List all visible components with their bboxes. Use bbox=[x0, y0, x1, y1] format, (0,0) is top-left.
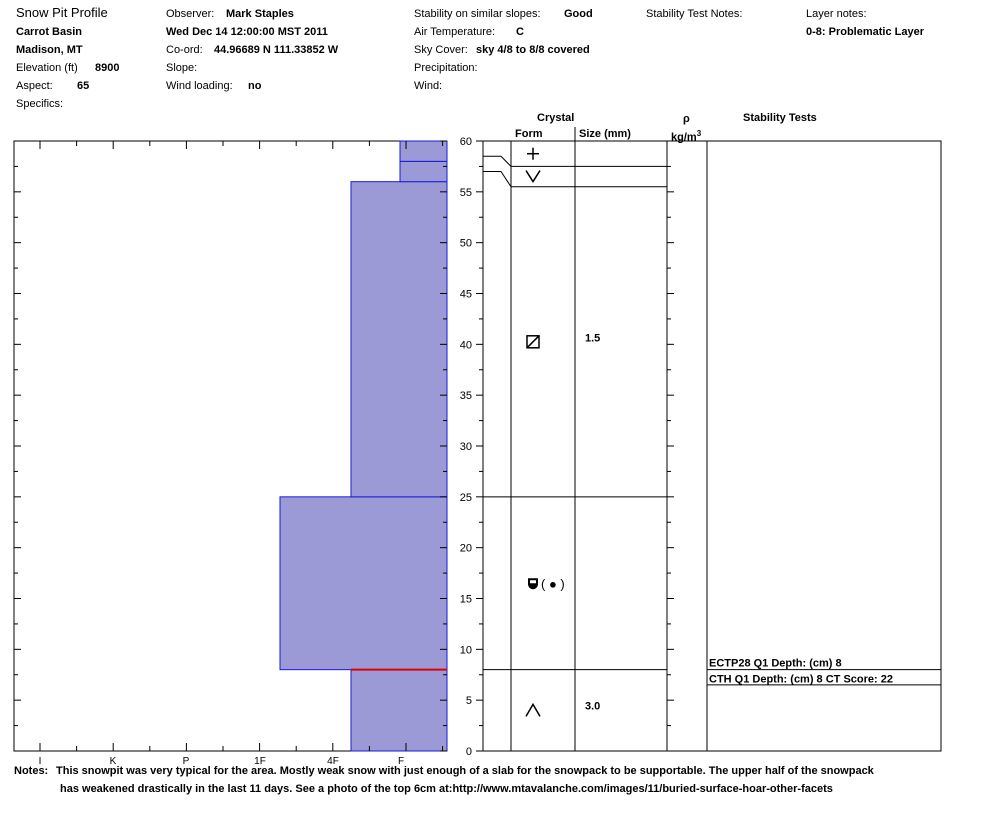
stability-test-notes-label: Stability Test Notes: bbox=[646, 8, 743, 20]
depth-hoar-symbol bbox=[525, 702, 541, 717]
stability-value: Good bbox=[564, 8, 593, 20]
depth-ticks: 0 5 10 15 20 25 30 35 40 45 50 55 60 bbox=[14, 136, 674, 758]
hardness-layers bbox=[279, 140, 448, 752]
surface-hoar-symbol bbox=[525, 170, 541, 183]
layer-table-frame bbox=[482, 140, 942, 752]
stability-test-entry: CTH Q1 Depth: (cm) 8 CT Score: 22 bbox=[709, 674, 893, 686]
mixed-form-symbol: ( ● ) bbox=[541, 576, 565, 591]
depth-tick-label: 25 bbox=[460, 492, 472, 504]
location-name: Carrot Basin bbox=[16, 26, 83, 38]
depth-tick-label: 0 bbox=[466, 746, 472, 758]
hardness-layer-bar bbox=[399, 160, 448, 183]
sky-cover-label: Sky Cover: bbox=[414, 44, 468, 56]
hardness-tick-label: P bbox=[183, 756, 190, 767]
hardness-tick-label: I bbox=[39, 756, 42, 767]
layer-boundary-connector bbox=[483, 171, 512, 188]
depth-tick-label: 10 bbox=[460, 644, 472, 656]
observer-label: Observer: bbox=[166, 8, 215, 20]
aspect-label: Aspect: bbox=[16, 80, 53, 92]
hardness-ticks: I K P 1F 4F F bbox=[39, 141, 444, 767]
stability-test-entries: ECTP28 Q1 Depth: (cm) 8 CTH Q1 Depth: (cm… bbox=[709, 658, 893, 686]
region-name: Madison, MT bbox=[16, 44, 83, 56]
stability-test-entry: ECTP28 Q1 Depth: (cm) 8 bbox=[709, 658, 842, 670]
layer-notes-value: 0-8: Problematic Layer bbox=[806, 26, 924, 38]
crystal-form-symbols: ( ● ) bbox=[525, 147, 565, 717]
coord-value: 44.96689 N 111.33852 W bbox=[214, 44, 339, 56]
depth-tick-label: 35 bbox=[460, 390, 472, 402]
observer-value: Mark Staples bbox=[226, 8, 294, 20]
hardness-tick-label: 4F bbox=[327, 756, 339, 767]
depth-tick-label: 50 bbox=[460, 238, 472, 250]
elevation-label: Elevation (ft) bbox=[16, 62, 78, 74]
hardness-layer-bar bbox=[399, 140, 448, 162]
depth-tick-label: 5 bbox=[466, 695, 472, 707]
hardness-tick-label: 1F bbox=[254, 756, 266, 767]
wind-loading-value: no bbox=[248, 80, 262, 92]
slope-label: Slope: bbox=[166, 62, 198, 74]
hardness-layer-bar bbox=[279, 496, 448, 671]
coord-label: Co-ord: bbox=[166, 44, 203, 56]
faceted-rounded-symbol bbox=[526, 335, 540, 349]
depth-tick-label: 20 bbox=[460, 543, 472, 555]
stability-label: Stability on similar slopes: bbox=[414, 8, 541, 20]
crystal-size-label: 3.0 bbox=[585, 700, 600, 712]
depth-tick-label: 15 bbox=[460, 594, 472, 606]
elevation-value: 8900 bbox=[95, 62, 120, 74]
notes-line-2: has weakened drastically in the last 11 … bbox=[60, 783, 833, 795]
hardness-layer-bar bbox=[350, 181, 448, 498]
form-header: Form bbox=[515, 128, 543, 140]
depth-tick-label: 45 bbox=[460, 289, 472, 301]
rounding-facet-symbol bbox=[530, 580, 536, 584]
notes-line-1: This snowpit was very typical for the ar… bbox=[56, 765, 874, 777]
specifics-label: Specifics: bbox=[16, 98, 64, 110]
crystal-size-label: 1.5 bbox=[585, 332, 600, 344]
rho-header: ρ bbox=[683, 113, 690, 125]
notes-label: Notes: bbox=[14, 765, 49, 777]
page-title: Snow Pit Profile bbox=[16, 5, 108, 20]
size-header: Size (mm) bbox=[579, 128, 631, 140]
layer-boundary-connector bbox=[483, 155, 512, 167]
air-temp-value: C bbox=[516, 26, 524, 38]
air-temp-label: Air Temperature: bbox=[414, 26, 496, 38]
depth-tick-label: 55 bbox=[460, 187, 472, 199]
crystal-header: Crystal bbox=[537, 112, 575, 124]
hardness-layer-bar bbox=[350, 669, 448, 752]
crystal-size-labels: 1.5 3.0 bbox=[585, 332, 600, 712]
wind-label: Wind: bbox=[414, 80, 443, 92]
stability-tests-header: Stability Tests bbox=[743, 112, 817, 124]
depth-tick-label: 40 bbox=[460, 339, 472, 351]
wind-loading-label: Wind loading: bbox=[166, 80, 233, 92]
sky-cover-value: sky 4/8 to 8/8 covered bbox=[476, 44, 590, 56]
layer-notes-label: Layer notes: bbox=[806, 8, 867, 20]
aspect-value: 65 bbox=[77, 80, 90, 92]
hardness-tick-label: K bbox=[110, 756, 117, 767]
depth-tick-label: 30 bbox=[460, 441, 472, 453]
depth-tick-label: 60 bbox=[460, 136, 472, 148]
layer-boundary-lines bbox=[483, 155, 941, 686]
hardness-tick-label: F bbox=[398, 756, 404, 767]
precipitation-label: Precipitation: bbox=[414, 62, 478, 74]
rounding-facet-symbol bbox=[528, 578, 538, 590]
faceted-rounded-symbol bbox=[526, 335, 540, 349]
observation-date: Wed Dec 14 12:00:00 MST 2011 bbox=[166, 26, 328, 38]
